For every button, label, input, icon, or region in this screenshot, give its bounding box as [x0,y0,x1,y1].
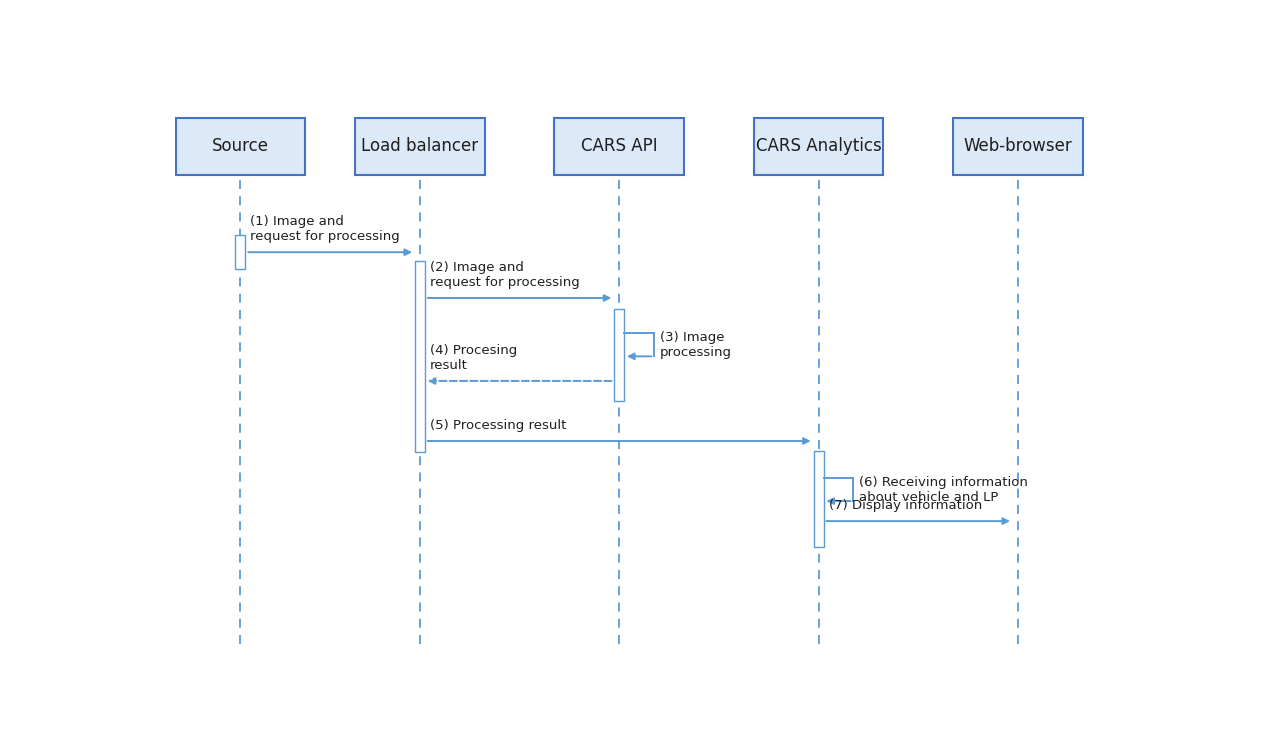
Text: CARS API: CARS API [581,137,657,155]
FancyBboxPatch shape [754,117,883,175]
Text: (3) Image
processing: (3) Image processing [660,331,732,359]
Text: Source: Source [212,137,269,155]
Text: (7) Display information: (7) Display information [828,499,981,512]
Text: (2) Image and
request for processing: (2) Image and request for processing [430,261,580,289]
FancyBboxPatch shape [176,117,305,175]
Text: (5) Processing result: (5) Processing result [430,419,566,432]
Text: (6) Receiving information
about vehicle and LP: (6) Receiving information about vehicle … [859,476,1029,504]
FancyBboxPatch shape [953,117,1083,175]
FancyBboxPatch shape [554,117,684,175]
Text: Web-browser: Web-browser [963,137,1073,155]
FancyBboxPatch shape [814,451,823,547]
FancyBboxPatch shape [415,261,424,452]
FancyBboxPatch shape [355,117,485,175]
Text: (4) Procesing
result: (4) Procesing result [430,344,517,372]
Text: CARS Analytics: CARS Analytics [756,137,881,155]
Text: (1) Image and
request for processing: (1) Image and request for processing [251,215,400,243]
FancyBboxPatch shape [235,235,246,270]
FancyBboxPatch shape [615,309,624,401]
Text: Load balancer: Load balancer [361,137,478,155]
